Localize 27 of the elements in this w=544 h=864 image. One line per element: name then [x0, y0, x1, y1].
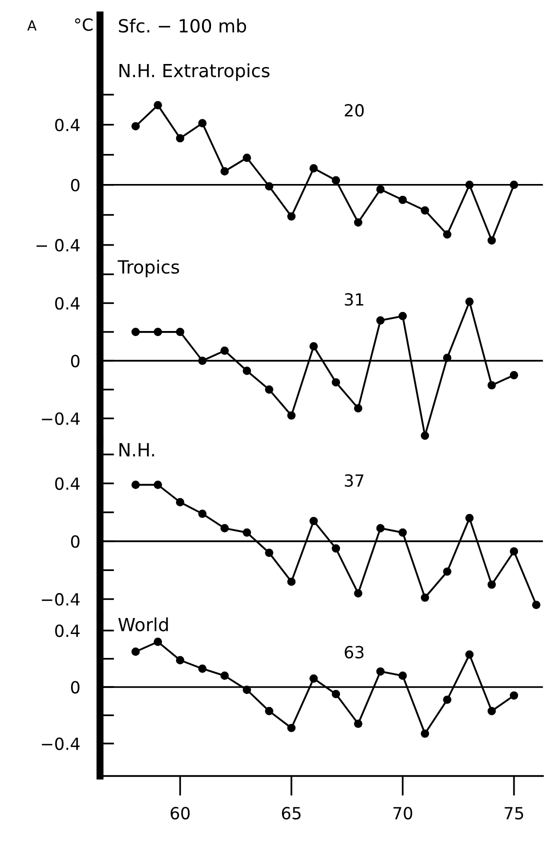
- chart-title: World: [118, 617, 168, 632]
- y-tick-label: −0.4: [42, 737, 80, 750]
- text: N.H. Extratropics: [119, 63, 270, 81]
- y-tick-label: 0.4: [55, 624, 80, 638]
- y-tick-label: 0.4: [55, 477, 80, 490]
- annotation: 31: [344, 293, 364, 306]
- annotation: 63: [344, 646, 364, 658]
- y-tick-label: −0.4: [42, 412, 80, 425]
- chart-subtitle: Sfc. − 100 mb: [118, 18, 246, 33]
- text: A: [27, 20, 37, 31]
- y-tick-label: 0.4: [55, 297, 80, 310]
- chart-title: N.H.: [119, 443, 154, 456]
- chart-title: Tropics: [118, 260, 180, 278]
- y-tick-label: − 0.4: [36, 238, 80, 252]
- y-tick-label: 0: [71, 354, 80, 368]
- x-tick-label: 65: [282, 806, 301, 820]
- y-tick-label: 0.4: [55, 118, 80, 132]
- y-tick-label: 0: [71, 535, 80, 548]
- x-tick-label: 75: [504, 807, 524, 820]
- y-axis-title: °C: [75, 18, 93, 31]
- annotation: 20: [344, 104, 364, 117]
- annotation: 37: [344, 474, 364, 487]
- y-tick-label: 0: [71, 178, 80, 192]
- x-tick-label: 60: [170, 806, 190, 820]
- y-tick-label: 0: [71, 680, 80, 694]
- y-tick-label: −0.4: [42, 593, 80, 606]
- x-tick-label: 70: [393, 806, 412, 820]
